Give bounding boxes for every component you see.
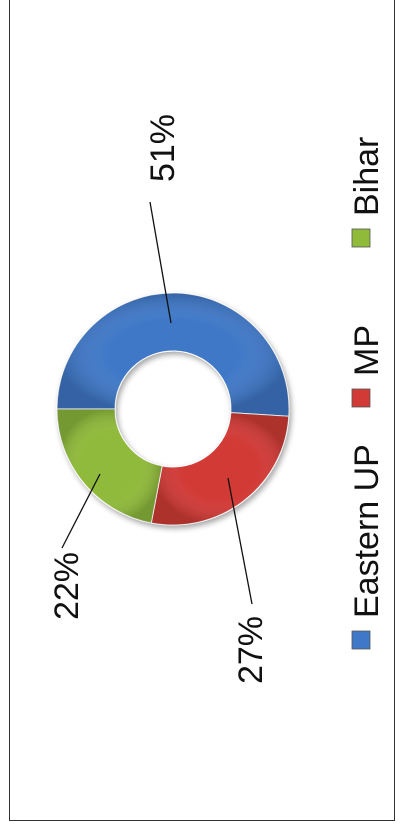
slice-shading: [57, 292, 290, 417]
data-label: 51%: [144, 114, 182, 182]
legend-label: Eastern UP: [348, 444, 386, 618]
legend-swatch: [351, 388, 371, 408]
data-label: 22%: [48, 552, 86, 620]
legend-label: MP: [348, 325, 386, 376]
slice-shading: [151, 412, 289, 525]
slice-shading: [56, 409, 163, 523]
legend-label: Bihar: [348, 137, 386, 216]
leader-line: [149, 201, 172, 324]
leader-line: [227, 477, 253, 605]
legend-swatch: [351, 630, 371, 650]
chart-frame: [9, 0, 395, 821]
legend-swatch: [351, 228, 371, 248]
leader-line: [61, 473, 101, 549]
data-label: 27%: [232, 616, 270, 684]
